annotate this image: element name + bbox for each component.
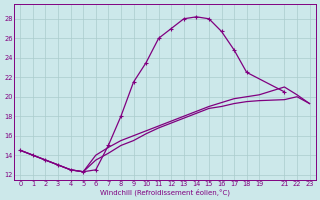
- X-axis label: Windchill (Refroidissement éolien,°C): Windchill (Refroidissement éolien,°C): [100, 188, 230, 196]
